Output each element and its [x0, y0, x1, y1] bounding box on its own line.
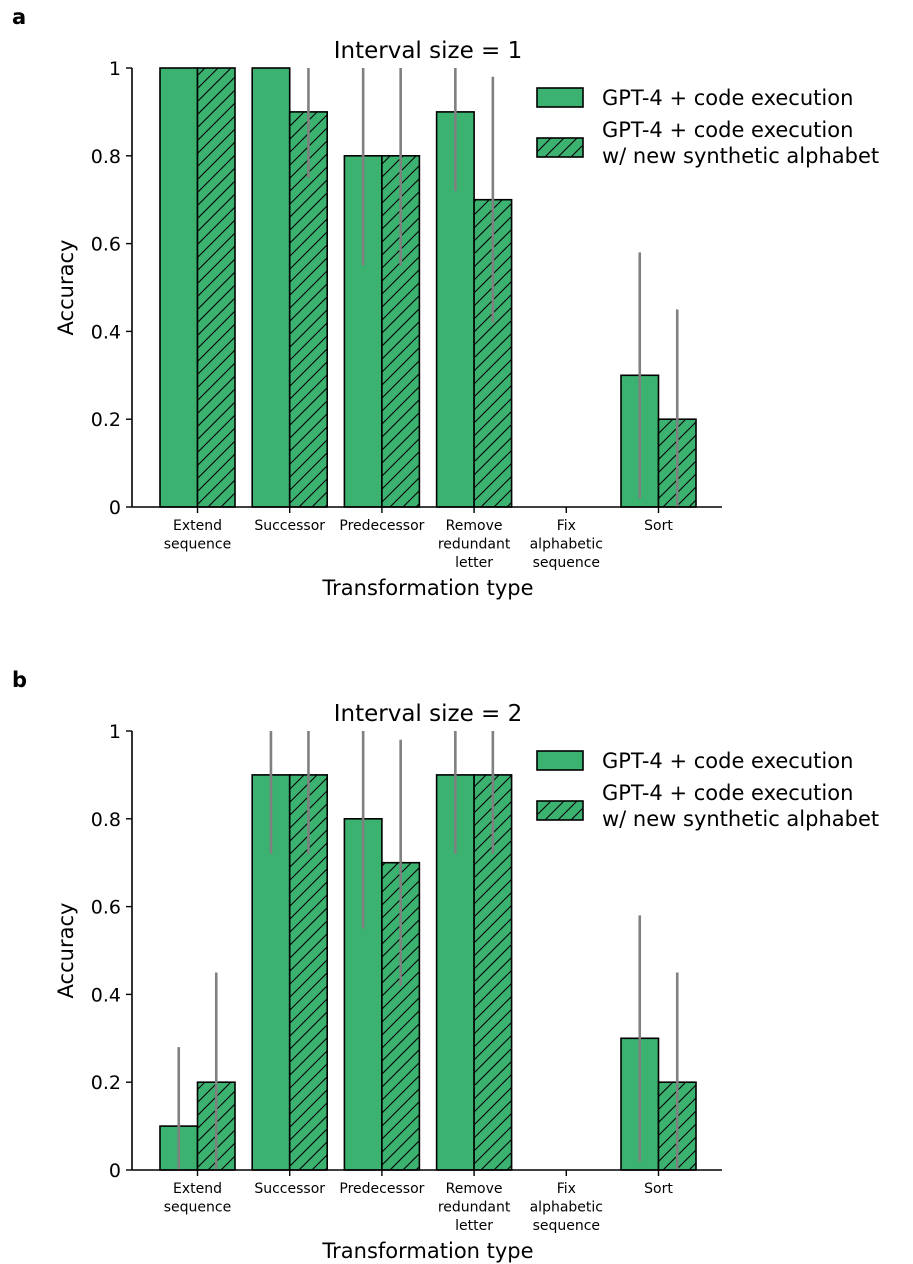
y-tick-label: 1: [109, 721, 121, 743]
y-tick-label: 0.4: [91, 984, 121, 1006]
legend-label-solid: GPT-4 + code execution: [602, 749, 853, 773]
legend-label-hatched-line1: GPT-4 + code execution: [602, 781, 853, 805]
x-tick-label-line: sequence: [533, 1218, 600, 1234]
x-tick-label: Remove redundant letter: [438, 518, 511, 571]
panel-letter: b: [12, 668, 27, 692]
panel-letter: a: [12, 5, 26, 29]
x-tick-label: Successor: [254, 1181, 325, 1197]
y-tick-label: 0.6: [91, 897, 121, 919]
chart-title: Interval size = 1: [334, 38, 523, 64]
y-axis-label: Accuracy: [54, 903, 78, 999]
x-tick-label: Predecessor: [339, 1181, 424, 1197]
legend-swatch-solid: [536, 87, 584, 108]
panel-a: a Interval size = 1 0 0.2 0.4 0.6 0.8 1 Extend se…: [12, 5, 879, 600]
x-tick-label-line: Extend: [173, 1181, 222, 1197]
x-tick-label: Fix alphabetic sequence: [530, 518, 603, 571]
legend-label-hatched-line2: w/ new synthetic alphabet: [602, 144, 879, 168]
legend-swatch-hatched: [536, 137, 584, 158]
legend-label-hatched: GPT-4 + code execution w/ new synthetic a…: [602, 118, 879, 168]
x-tick-label-line: letter: [455, 555, 493, 571]
bars: [159, 67, 697, 508]
x-tick-label-line: Predecessor: [339, 518, 424, 534]
x-tick-label-line: Predecessor: [339, 1181, 424, 1197]
x-tick-label: Remove redundant letter: [438, 1181, 511, 1234]
x-tick-label-line: sequence: [164, 537, 231, 553]
x-tick-label: Successor: [254, 518, 325, 534]
y-tick-label: 0.8: [91, 146, 121, 168]
bar-solid-1: [251, 67, 291, 508]
x-tick-label: Fix alphabetic sequence: [530, 1181, 603, 1234]
x-tick-label: Extend sequence: [164, 1181, 231, 1216]
x-axis-label: Transformation type: [321, 1239, 533, 1263]
x-tick-label: Extend sequence: [164, 518, 231, 553]
x-axis-label: Transformation type: [321, 576, 533, 600]
x-tick-label-line: Fix: [557, 1181, 576, 1197]
x-tick-label-line: Sort: [644, 1181, 673, 1197]
legend-swatch-solid: [536, 750, 584, 771]
x-tick-label-line: redundant: [438, 1200, 511, 1216]
x-tick-label-line: sequence: [533, 555, 600, 571]
x-tick-label: Sort: [644, 1181, 673, 1197]
panel-b: b Interval size = 2 0 0.2 0.4 0.6 0.8 1 Extend se…: [12, 668, 879, 1263]
y-tick-label: 0.2: [91, 409, 121, 431]
y-tick-label: 0.2: [91, 1072, 121, 1094]
x-tick-label-line: redundant: [438, 537, 511, 553]
y-tick-label: 0.4: [91, 321, 121, 343]
x-tick-label: Predecessor: [339, 518, 424, 534]
legend-label-hatched: GPT-4 + code execution w/ new synthetic a…: [602, 781, 879, 831]
y-tick-label: 0: [109, 497, 121, 519]
y-tick-label: 0.8: [91, 809, 121, 831]
bar-hatched-1: [288, 111, 329, 508]
x-tick-label-line: Fix: [557, 518, 576, 534]
x-tick-label-line: Remove: [446, 518, 503, 534]
x-tick-label-line: letter: [455, 1218, 493, 1234]
x-tick-label-line: Remove: [446, 1181, 503, 1197]
y-axis-label: Accuracy: [54, 240, 78, 336]
x-tick-label-line: sequence: [164, 1200, 231, 1216]
x-tick-label-line: alphabetic: [530, 1200, 603, 1216]
chart-title: Interval size = 2: [334, 701, 523, 727]
legend-label-hatched-line2: w/ new synthetic alphabet: [602, 807, 879, 831]
legend-swatch-hatched: [536, 800, 584, 821]
x-tick-label-line: Successor: [254, 518, 325, 534]
x-tick-label-line: alphabetic: [530, 537, 603, 553]
legend-label-solid: GPT-4 + code execution: [602, 86, 853, 110]
legend-label-hatched-line1: GPT-4 + code execution: [602, 118, 853, 142]
x-tick-label-line: Sort: [644, 518, 673, 534]
y-tick-label: 1: [109, 58, 121, 80]
x-tick-label-line: Extend: [173, 518, 222, 534]
x-tick-label-line: Successor: [254, 1181, 325, 1197]
bar-hatched-0: [196, 67, 236, 508]
y-tick-label: 0: [109, 1160, 121, 1182]
bar-solid-0: [159, 67, 199, 508]
y-tick-label: 0.6: [91, 234, 121, 256]
x-tick-label: Sort: [644, 518, 673, 534]
